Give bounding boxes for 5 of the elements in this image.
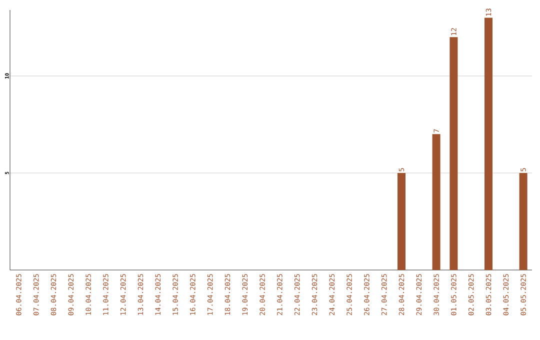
bar: [450, 37, 458, 270]
bar: [432, 134, 440, 270]
bar: [519, 172, 528, 270]
bar: [484, 18, 493, 270]
bar: [398, 172, 406, 270]
